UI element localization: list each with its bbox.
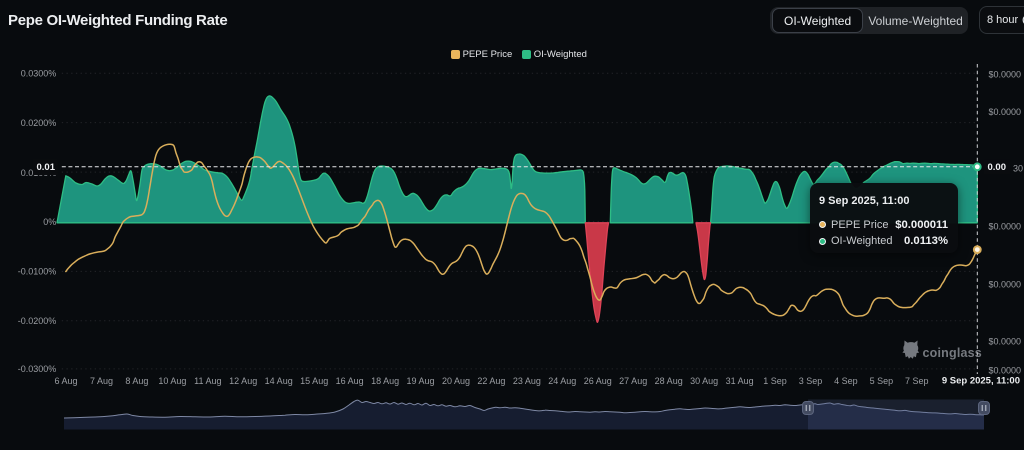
svg-text:19 Aug: 19 Aug xyxy=(406,376,434,386)
svg-text:22 Aug: 22 Aug xyxy=(477,376,505,386)
svg-text:30: 30 xyxy=(1013,164,1023,174)
svg-text:27 Aug: 27 Aug xyxy=(619,376,647,386)
svg-text:0.01: 0.01 xyxy=(37,162,56,173)
svg-text:7 Sep: 7 Sep xyxy=(905,376,929,386)
svg-text:$0.0000: $0.0000 xyxy=(989,70,1022,80)
svg-text:$0.0000: $0.0000 xyxy=(989,280,1022,290)
svg-text:12 Aug: 12 Aug xyxy=(229,376,257,386)
svg-text:20 Aug: 20 Aug xyxy=(442,376,470,386)
svg-text:10 Aug: 10 Aug xyxy=(158,376,186,386)
svg-text:6 Aug: 6 Aug xyxy=(54,376,77,386)
svg-text:7 Aug: 7 Aug xyxy=(90,376,113,386)
svg-text:23 Aug: 23 Aug xyxy=(513,376,541,386)
svg-text:24 Aug: 24 Aug xyxy=(548,376,576,386)
svg-text:28 Aug: 28 Aug xyxy=(655,376,683,386)
svg-text:1 Sep: 1 Sep xyxy=(763,376,787,386)
svg-text:$0.0000: $0.0000 xyxy=(989,366,1022,376)
svg-text:$0.0000: $0.0000 xyxy=(989,107,1022,117)
svg-text:30 Aug: 30 Aug xyxy=(690,376,718,386)
svg-text:3 Sep: 3 Sep xyxy=(799,376,823,386)
svg-text:4 Sep: 4 Sep xyxy=(834,376,858,386)
svg-text:11 Aug: 11 Aug xyxy=(194,376,221,386)
svg-text:26 Aug: 26 Aug xyxy=(584,376,612,386)
svg-text:$0.0000: $0.0000 xyxy=(989,222,1022,232)
svg-text:15 Aug: 15 Aug xyxy=(300,376,328,386)
svg-text:0%: 0% xyxy=(43,217,56,227)
svg-text:-0.0200%: -0.0200% xyxy=(18,316,57,326)
svg-text:9 Sep 2025, 11:00: 9 Sep 2025, 11:00 xyxy=(942,376,1020,387)
svg-text:0.00: 0.00 xyxy=(988,162,1007,173)
svg-text:-0.0100%: -0.0100% xyxy=(18,267,57,277)
svg-text:31 Aug: 31 Aug xyxy=(726,376,754,386)
svg-text:14 Aug: 14 Aug xyxy=(265,376,293,386)
svg-text:$0.0000: $0.0000 xyxy=(989,337,1022,347)
svg-text:16 Aug: 16 Aug xyxy=(336,376,364,386)
svg-text:0.0300%: 0.0300% xyxy=(21,68,57,78)
svg-text:0.0200%: 0.0200% xyxy=(21,118,57,128)
svg-text:5 Sep: 5 Sep xyxy=(870,376,894,386)
svg-text:18 Aug: 18 Aug xyxy=(371,376,399,386)
svg-text:-0.0300%: -0.0300% xyxy=(18,364,57,374)
svg-text:coinglass: coinglass xyxy=(923,346,982,360)
svg-text:8 Aug: 8 Aug xyxy=(125,376,148,386)
